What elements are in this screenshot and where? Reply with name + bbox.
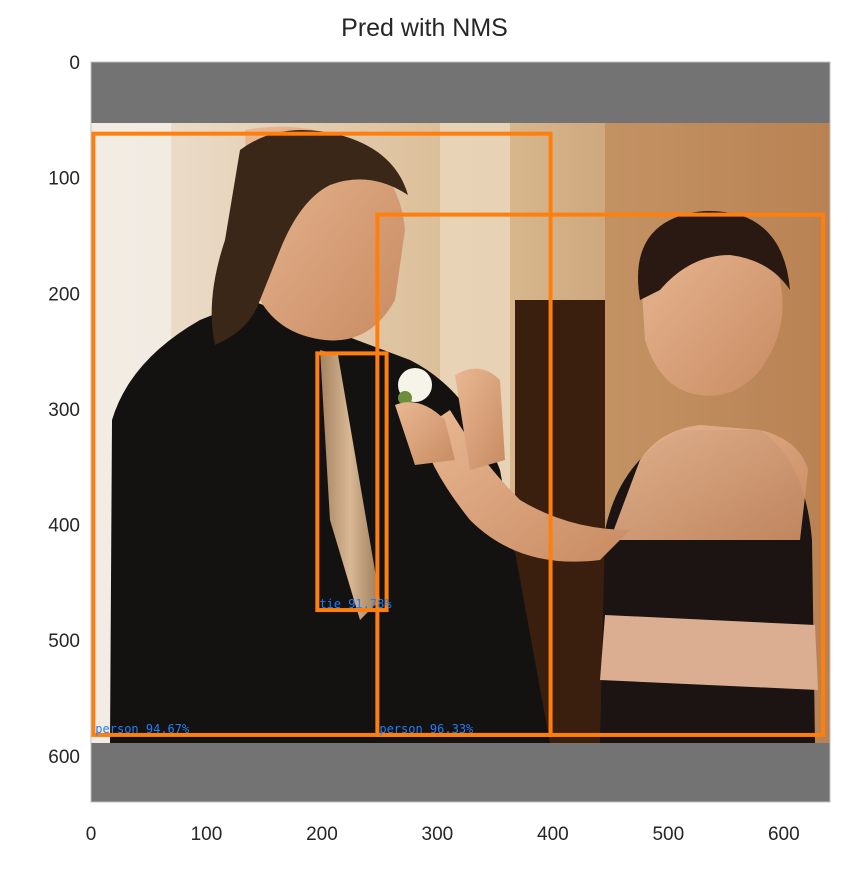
detection-label: tie 91.78%: [319, 597, 392, 611]
photo-image: [91, 62, 830, 802]
woman-hair: [638, 211, 790, 300]
y-tick-label: 100: [48, 169, 80, 190]
x-tick-label: 0: [86, 824, 97, 845]
axes-frame: [90, 61, 831, 803]
y-tick-label: 300: [48, 400, 80, 421]
x-tick-label: 500: [652, 824, 684, 845]
detection-box: [315, 351, 389, 613]
man-hair: [211, 130, 408, 345]
y-tick-label: 200: [48, 284, 80, 305]
x-tick-label: 400: [537, 824, 569, 845]
y-axis: 0 100 200 300 400 500 600: [48, 53, 80, 768]
man-tie: [320, 350, 380, 620]
man-suit: [110, 300, 550, 743]
y-tick-label: 0: [69, 53, 80, 74]
detection-label: person 94.67%: [95, 722, 190, 736]
y-tick-label: 600: [48, 747, 80, 768]
detection-box: [91, 131, 553, 737]
detection-label: person 96.33%: [379, 722, 474, 736]
x-axis: 0 100 200 300 400 500 600: [86, 824, 800, 845]
y-tick-label: 500: [48, 631, 80, 652]
x-tick-label: 100: [191, 824, 223, 845]
detection-box: [375, 212, 826, 737]
detection-boxes: person 94.67% person 96.33% tie 91.78%: [91, 131, 826, 737]
plot-title: Pred with NMS: [341, 14, 508, 42]
woman-sash: [600, 615, 818, 690]
x-tick-label: 600: [768, 824, 800, 845]
x-tick-label: 300: [422, 824, 454, 845]
y-tick-label: 400: [48, 516, 80, 537]
x-tick-label: 200: [306, 824, 338, 845]
